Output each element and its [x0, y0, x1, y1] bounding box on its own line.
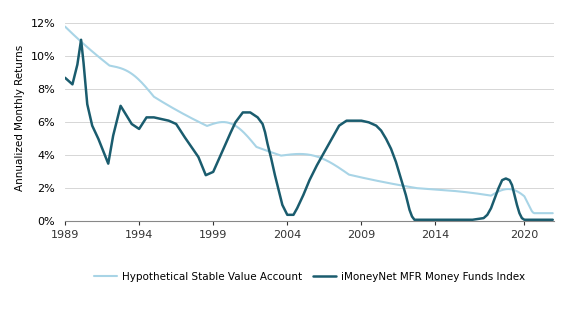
Hypothetical Stable Value Account	[549, 211, 556, 215]
iMoneyNet MFR Money Funds Index	[541, 218, 547, 222]
Hypothetical Stable Value Account	[531, 211, 538, 215]
iMoneyNet MFR Money Funds Index	[241, 111, 248, 115]
Legend: Hypothetical Stable Value Account, iMoneyNet MFR Money Funds Index: Hypothetical Stable Value Account, iMone…	[90, 268, 529, 286]
Y-axis label: Annualized Monthly Returns: Annualized Monthly Returns	[15, 45, 25, 191]
Hypothetical Stable Value Account	[227, 121, 234, 125]
iMoneyNet MFR Money Funds Index	[416, 218, 423, 222]
Hypothetical Stable Value Account	[94, 54, 101, 58]
Hypothetical Stable Value Account	[61, 24, 68, 28]
iMoneyNet MFR Money Funds Index	[228, 128, 235, 132]
iMoneyNet MFR Money Funds Index	[77, 38, 84, 42]
Line: Hypothetical Stable Value Account: Hypothetical Stable Value Account	[65, 26, 552, 213]
Hypothetical Stable Value Account	[539, 211, 546, 215]
iMoneyNet MFR Money Funds Index	[549, 218, 556, 222]
Hypothetical Stable Value Account	[240, 130, 246, 134]
Line: iMoneyNet MFR Money Funds Index: iMoneyNet MFR Money Funds Index	[65, 40, 552, 220]
iMoneyNet MFR Money Funds Index	[95, 137, 102, 141]
Hypothetical Stable Value Account	[476, 192, 483, 196]
iMoneyNet MFR Money Funds Index	[61, 76, 68, 80]
iMoneyNet MFR Money Funds Index	[411, 218, 418, 222]
iMoneyNet MFR Money Funds Index	[479, 216, 486, 220]
Hypothetical Stable Value Account	[414, 186, 420, 190]
